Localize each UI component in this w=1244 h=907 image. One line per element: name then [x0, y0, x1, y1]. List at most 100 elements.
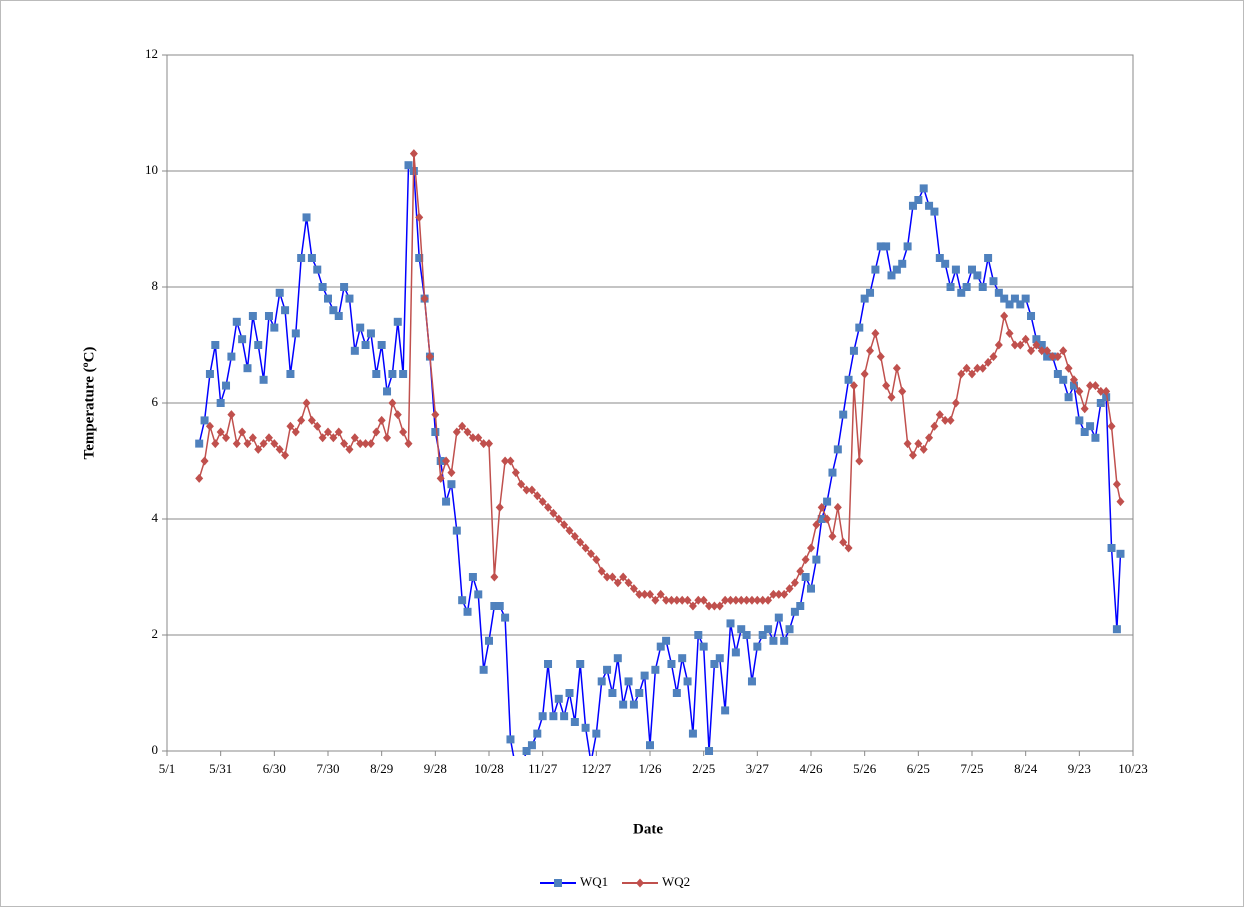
marker [662, 636, 671, 645]
marker [485, 636, 493, 645]
marker [828, 468, 837, 477]
marker [774, 613, 783, 622]
x-tick-label: 2/25 [692, 761, 715, 776]
marker [930, 207, 939, 216]
x-tick-label: 11/27 [528, 761, 558, 776]
marker [291, 329, 300, 338]
marker [908, 450, 917, 460]
marker [549, 712, 558, 721]
marker [935, 254, 944, 262]
y-tick-label: 4 [152, 510, 159, 525]
marker [1091, 433, 1100, 442]
marker [345, 294, 354, 303]
marker [635, 689, 644, 697]
marker [442, 456, 451, 466]
marker [506, 456, 515, 466]
marker [1027, 312, 1036, 320]
marker [1116, 497, 1125, 507]
marker [592, 555, 601, 565]
marker [1000, 294, 1009, 303]
marker [570, 718, 579, 726]
marker [517, 479, 526, 489]
marker [903, 439, 912, 449]
marker [597, 566, 606, 576]
marker [849, 381, 858, 391]
marker [205, 370, 214, 378]
marker [801, 555, 810, 565]
marker [688, 601, 697, 611]
marker [812, 555, 821, 564]
marker [307, 415, 316, 425]
marker [1069, 381, 1078, 390]
marker [833, 502, 842, 512]
marker [313, 265, 322, 274]
marker [495, 602, 504, 610]
marker [1091, 381, 1100, 391]
marker [377, 341, 386, 349]
marker [1064, 393, 1073, 402]
marker [324, 294, 332, 303]
marker [527, 741, 536, 750]
marker [211, 341, 220, 349]
legend-marker [554, 879, 562, 887]
marker [409, 149, 418, 159]
marker [570, 531, 579, 541]
marker [769, 636, 778, 645]
marker [1075, 416, 1084, 425]
marker [431, 410, 440, 420]
marker [984, 357, 993, 367]
marker [866, 346, 875, 356]
marker [264, 433, 273, 443]
marker [222, 381, 231, 390]
marker [1069, 375, 1078, 385]
marker [823, 514, 832, 524]
marker [957, 288, 966, 297]
marker [350, 346, 359, 355]
marker [629, 700, 638, 709]
marker [340, 439, 349, 449]
marker [925, 201, 934, 210]
marker [431, 428, 440, 436]
marker [495, 502, 504, 512]
marker [1107, 421, 1116, 431]
marker [1112, 625, 1121, 634]
marker [538, 497, 547, 507]
marker [248, 433, 257, 443]
marker [243, 439, 252, 449]
marker [302, 398, 311, 408]
marker [576, 537, 585, 547]
marker [742, 631, 751, 639]
marker [731, 648, 740, 657]
marker [951, 398, 960, 408]
marker [238, 335, 247, 344]
marker [324, 427, 332, 437]
marker [624, 578, 633, 588]
marker [383, 387, 392, 396]
marker [683, 595, 692, 605]
marker [565, 526, 574, 536]
marker [533, 729, 542, 738]
marker [334, 312, 343, 320]
x-tick-label: 5/26 [853, 761, 877, 776]
marker [968, 265, 976, 274]
marker [651, 665, 660, 674]
marker [892, 363, 901, 373]
marker [485, 439, 493, 449]
marker [855, 323, 864, 332]
marker [667, 595, 676, 605]
marker [286, 370, 295, 378]
marker [458, 596, 467, 605]
marker [1096, 386, 1105, 396]
marker [501, 456, 510, 466]
marker [898, 386, 907, 396]
marker [619, 700, 628, 709]
marker [361, 439, 370, 449]
marker [962, 283, 971, 291]
marker [715, 654, 724, 663]
marker [195, 439, 204, 448]
marker [989, 277, 998, 286]
marker [1037, 346, 1046, 356]
marker [340, 283, 349, 291]
marker [275, 444, 284, 454]
marker [554, 514, 563, 524]
